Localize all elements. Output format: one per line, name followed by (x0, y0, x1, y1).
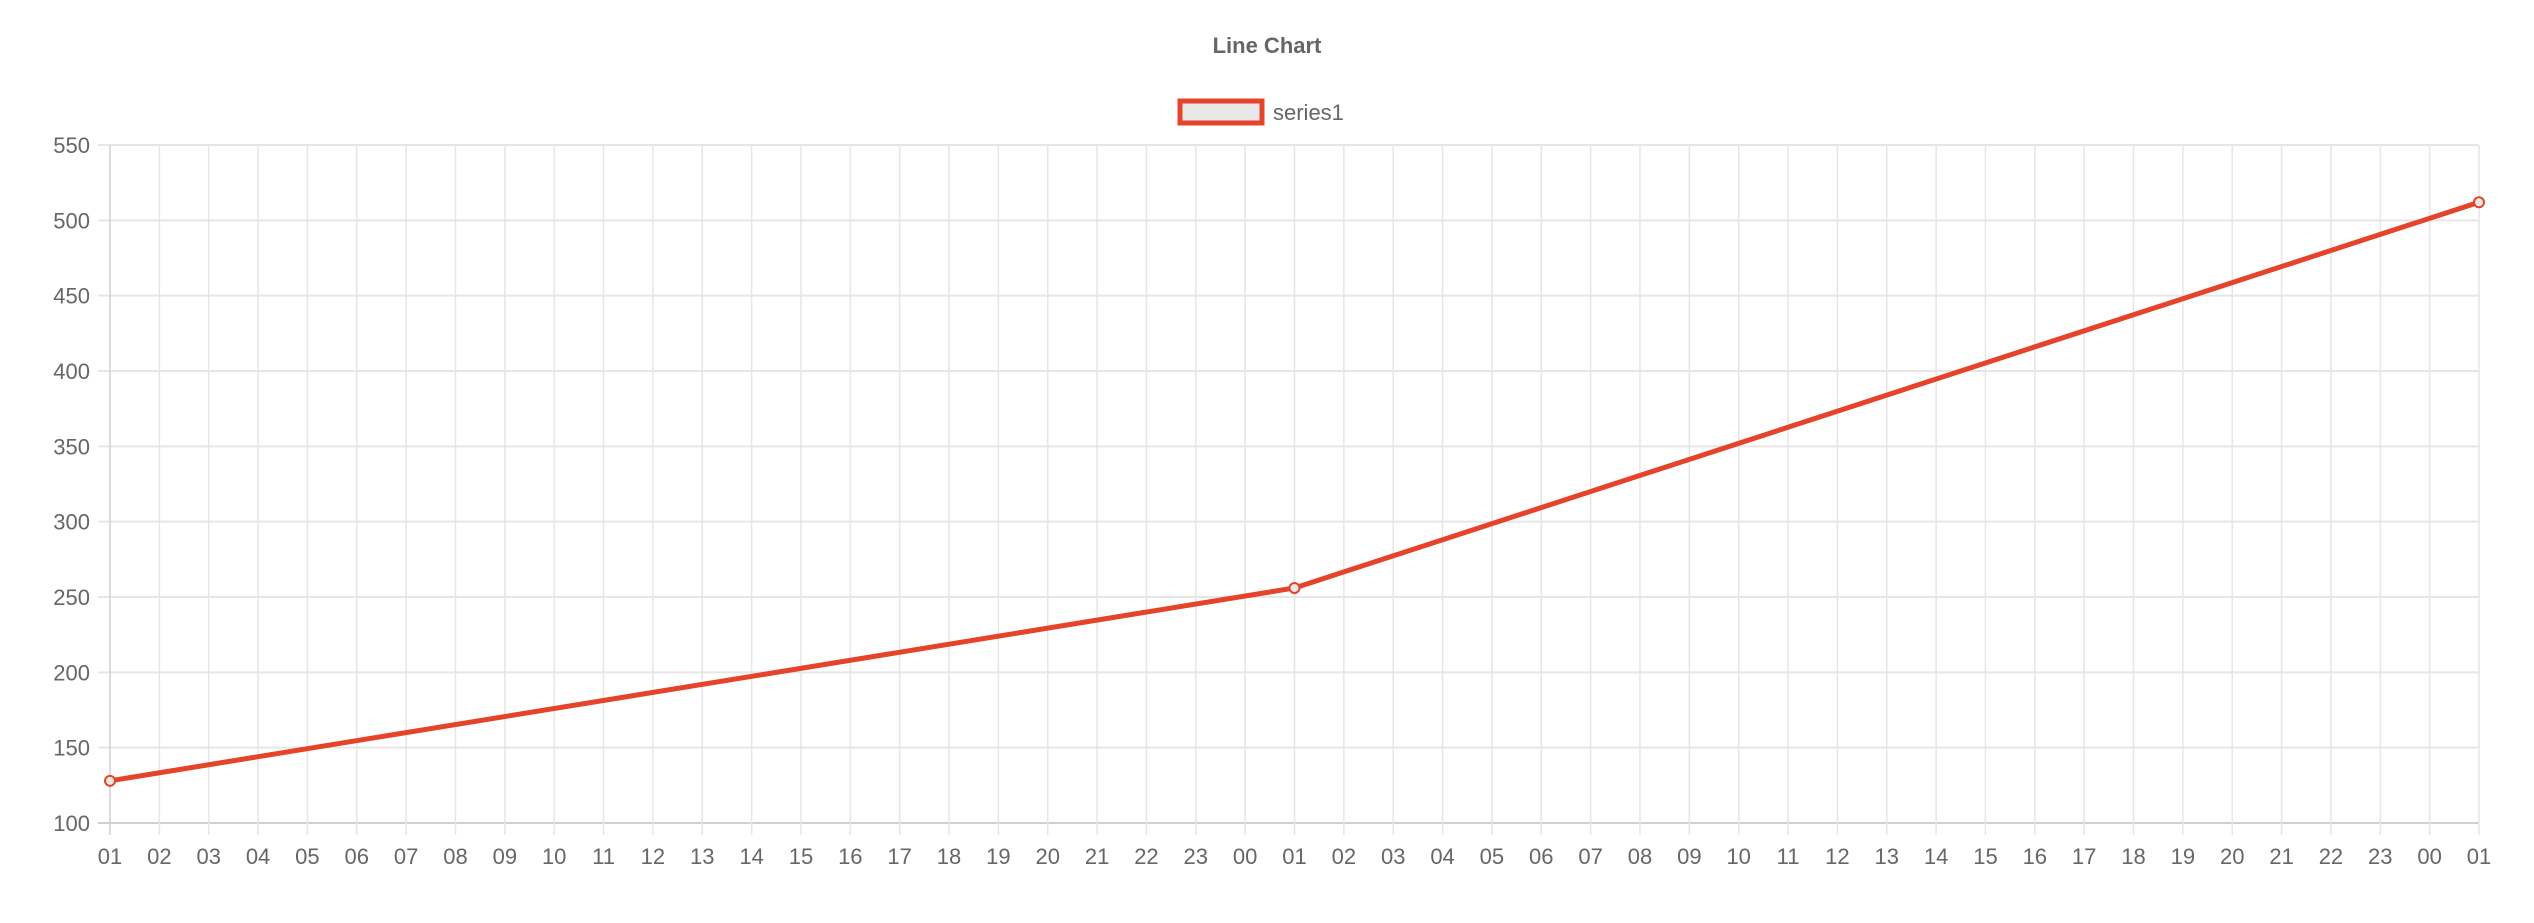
x-tick-label: 08 (1628, 844, 1652, 869)
x-tick-label: 02 (147, 844, 171, 869)
x-tick-label: 04 (1430, 844, 1454, 869)
y-tick-label: 400 (53, 359, 90, 384)
x-tick-label: 14 (739, 844, 763, 869)
x-tick-label: 22 (2319, 844, 2343, 869)
x-tick-label: 13 (1875, 844, 1899, 869)
x-tick-label: 11 (592, 844, 615, 869)
y-tick-label: 250 (53, 585, 90, 610)
data-point (104, 774, 116, 787)
legend-swatch-series1 (1177, 98, 1265, 126)
x-tick-label: 09 (1677, 844, 1701, 869)
x-tick-label: 10 (542, 844, 566, 869)
x-tick-label: 22 (1134, 844, 1158, 869)
x-tick-label: 00 (2417, 844, 2441, 869)
x-tick-label: 21 (2269, 844, 2293, 869)
x-tick-label: 09 (493, 844, 517, 869)
x-tick-label: 13 (690, 844, 714, 869)
x-tick-label: 06 (345, 844, 369, 869)
x-tick-label: 17 (2072, 844, 2096, 869)
x-tick-label: 03 (196, 844, 220, 869)
x-tick-label: 02 (1332, 844, 1356, 869)
x-tick-label: 15 (789, 844, 813, 869)
data-point (2473, 196, 2485, 209)
x-tick-label: 05 (295, 844, 319, 869)
x-tick-label: 23 (1184, 844, 1208, 869)
x-tick-label: 01 (1282, 844, 1306, 869)
x-tick-label: 07 (1578, 844, 1602, 869)
x-tick-label: 17 (887, 844, 911, 869)
x-tick-label: 18 (937, 844, 961, 869)
x-tick-label: 10 (1726, 844, 1750, 869)
x-tick-label: 06 (1529, 844, 1553, 869)
x-tick-label: 12 (641, 844, 665, 869)
y-tick-label: 200 (53, 660, 90, 685)
x-tick-label: 07 (394, 844, 418, 869)
x-tick-label: 03 (1381, 844, 1405, 869)
x-tick-label: 19 (2171, 844, 2195, 869)
y-tick-label: 450 (53, 284, 90, 309)
x-tick-label: 18 (2121, 844, 2145, 869)
y-tick-label: 500 (53, 208, 90, 233)
y-tick-label: 100 (53, 811, 90, 836)
chart-title: Line Chart (1213, 33, 1322, 58)
y-tick-label: 300 (53, 510, 90, 535)
x-tick-label: 16 (838, 844, 862, 869)
x-tick-label: 08 (443, 844, 467, 869)
x-tick-label: 21 (1085, 844, 1109, 869)
data-point (1288, 581, 1301, 594)
x-tick-label: 05 (1480, 844, 1504, 869)
x-tick-label: 01 (2467, 844, 2491, 869)
x-tick-label: 04 (246, 844, 270, 869)
legend-label-series1: series1 (1273, 100, 1344, 125)
x-tick-label: 16 (2023, 844, 2047, 869)
x-tick-label: 11 (1777, 844, 1800, 869)
x-tick-label: 23 (2368, 844, 2392, 869)
y-tick-label: 550 (53, 133, 90, 158)
x-tick-label: 14 (1924, 844, 1948, 869)
x-tick-label: 12 (1825, 844, 1849, 869)
x-tick-label: 20 (1035, 844, 1059, 869)
y-tick-label: 350 (53, 434, 90, 459)
x-tick-label: 15 (1973, 844, 1997, 869)
x-tick-label: 01 (98, 844, 122, 869)
y-tick-label: 150 (53, 736, 90, 761)
legend[interactable]: series1 (1177, 98, 1344, 126)
x-tick-label: 19 (986, 844, 1010, 869)
x-tick-label: 20 (2220, 844, 2244, 869)
x-tick-label: 00 (1233, 844, 1257, 869)
